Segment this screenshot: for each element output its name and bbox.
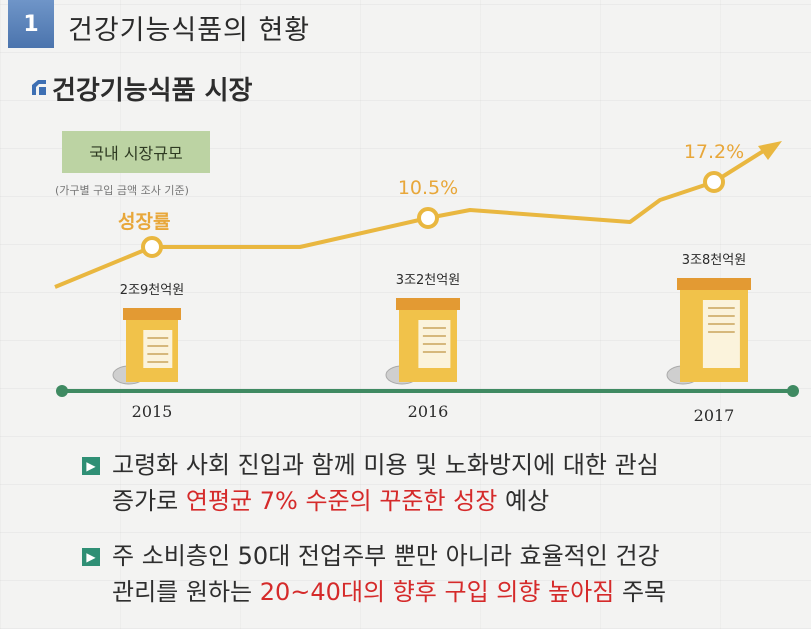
bullet-arrow-icon: ▶ bbox=[82, 548, 100, 566]
bullet-1-highlight: 연평균 7% 수준의 꾸준한 성장 bbox=[185, 487, 498, 515]
growth-value-label: 17.2% bbox=[684, 141, 744, 163]
bottle-cap bbox=[396, 298, 460, 310]
bullet-2-highlight: 20~40대의 향후 구입 의향 높아짐 bbox=[259, 578, 615, 606]
trend-point bbox=[417, 207, 439, 229]
bottle-label bbox=[702, 300, 740, 368]
bullet-1-line2-pre: 증가로 bbox=[112, 487, 186, 515]
bottle-cap bbox=[677, 278, 751, 290]
growth-rate-label: 성장률 bbox=[118, 211, 171, 233]
x-tick-label: 2017 bbox=[694, 406, 735, 425]
slide-number: 1 bbox=[23, 11, 39, 37]
slide-number-badge: 1 bbox=[8, 0, 54, 48]
market-size-label: 국내 시장규모 bbox=[62, 131, 210, 173]
market-size-value: 3조2천억원 bbox=[396, 273, 460, 288]
section-title: 건강기능식품 시장 bbox=[52, 76, 253, 106]
x-tick-label: 2015 bbox=[132, 402, 173, 421]
bullet-item-1: ▶ 고령화 사회 진입과 함께 미용 및 노화방지에 대한 관심 증가로 연평균 … bbox=[82, 447, 659, 519]
bottle-cap bbox=[123, 308, 181, 320]
trend-arrow-icon bbox=[758, 141, 782, 160]
axis-endpoint bbox=[787, 385, 799, 397]
bullet-2-line2-pre: 관리를 원하는 bbox=[112, 578, 260, 606]
growth-value-label: 10.5% bbox=[398, 177, 458, 199]
trend-point bbox=[703, 171, 725, 193]
section-marker-icon bbox=[32, 80, 46, 95]
market-size-value: 2조9천억원 bbox=[120, 283, 184, 298]
bullet-1-line2-post: 예상 bbox=[497, 487, 550, 515]
market-size-value: 3조8천억원 bbox=[682, 253, 746, 268]
trend-point bbox=[141, 236, 163, 258]
slide-title: 건강기능식품의 현황 bbox=[68, 15, 311, 46]
bullet-arrow-icon: ▶ bbox=[82, 457, 100, 475]
bullet-1-line1: 고령화 사회 진입과 함께 미용 및 노화방지에 대한 관심 bbox=[112, 451, 659, 479]
axis-endpoint bbox=[56, 385, 68, 397]
market-size-note: (가구별 구입 금액 조사 기준) bbox=[55, 184, 189, 197]
x-tick-label: 2016 bbox=[408, 402, 449, 421]
bullet-2-line2-post: 주목 bbox=[614, 578, 667, 606]
bullet-2-line1: 주 소비층인 50대 전업주부 뿐만 아니라 효율적인 건강 bbox=[112, 542, 660, 570]
bullet-item-2: ▶ 주 소비층인 50대 전업주부 뿐만 아니라 효율적인 건강 관리를 원하는 … bbox=[82, 538, 666, 610]
trend-line bbox=[54, 148, 767, 289]
